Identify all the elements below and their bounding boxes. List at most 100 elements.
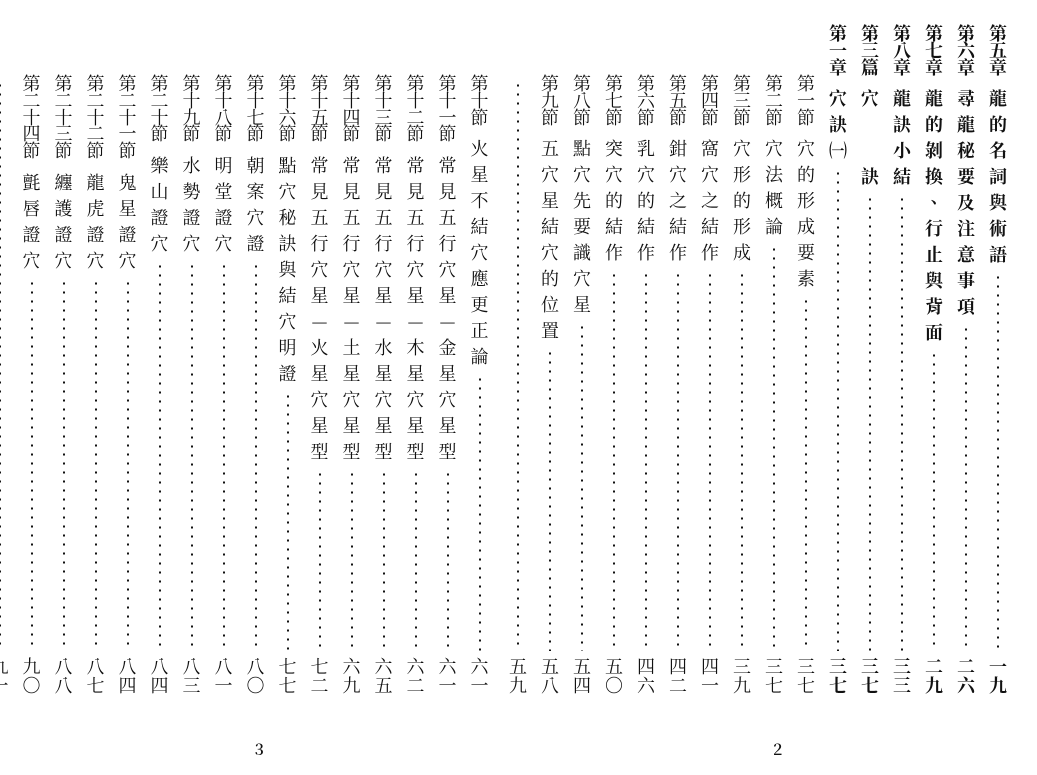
entry-title: 火星不結穴應更正論 <box>471 135 489 369</box>
toc-entry: 第十七節朝案穴證八〇 <box>247 75 265 695</box>
entry-label: 第二十二節 <box>87 75 105 159</box>
toc-entry: 第五節鉗穴之結作四二 <box>669 75 687 695</box>
entry-label: 第七節 <box>605 75 623 125</box>
leader-dots <box>254 262 258 651</box>
leader-dots <box>350 470 354 651</box>
leader-dots <box>516 81 520 651</box>
entry-page-number: 七二 <box>311 657 329 695</box>
entry-title: 穴 訣 <box>861 85 879 189</box>
toc-entry: 第八節點穴先要識穴星五四 <box>573 75 591 695</box>
leader-dots <box>548 349 552 651</box>
entry-page-number: 八一 <box>215 657 233 695</box>
entry-page-number: 八八 <box>55 657 73 695</box>
entry-page-number: 二九 <box>925 657 943 695</box>
entry-label: 第十八節 <box>215 75 233 142</box>
leader-dots <box>382 470 386 651</box>
entry-label: 第十一節 <box>439 75 457 142</box>
leader-dots <box>644 271 648 651</box>
entry-title: 水勢證穴 <box>183 152 201 256</box>
entry-page-number: 二六 <box>957 657 975 695</box>
entry-title: 鬼星證穴 <box>119 169 137 273</box>
entry-label: 第七章 <box>925 25 943 75</box>
entry-page-number: 八三 <box>183 657 201 695</box>
toc-entry: 第九節五穴星結穴的位置五八 <box>541 75 559 695</box>
toc-entry: 第二十節樂山證穴八四 <box>151 75 169 695</box>
toc-entry: 第二十四節氈唇證穴九〇 <box>23 75 41 695</box>
entry-page-number: 五八 <box>541 657 559 695</box>
entry-label: 第十節 <box>471 75 489 125</box>
entry-label: 第三篇 <box>861 25 879 75</box>
entry-title: 纏護證穴 <box>55 169 73 273</box>
toc-entry: 第三節穴形的形成三九 <box>733 75 751 695</box>
entry-page-number: 一九 <box>989 657 1007 695</box>
leader-dots <box>478 375 482 651</box>
toc-entry: 第七節突穴的結作五〇 <box>605 75 623 695</box>
toc-entry: 第五章龍的名詞與術語一九 <box>989 25 1007 695</box>
entry-label: 第四節 <box>701 75 719 125</box>
toc-entry: 第六章尋龍秘要及注意事項二六 <box>957 25 975 695</box>
entry-page-number: 六九 <box>343 657 361 695</box>
page-spread: 第十節火星不結穴應更正論六一第十一節常見五行穴星—金星穴星型六一第十二節常見五行… <box>0 0 1037 775</box>
entry-title: 點穴秘訣與結穴明證 <box>279 152 297 386</box>
leader-dots <box>126 279 130 651</box>
toc-columns-right: 第五章龍的名詞與術語一九第六章尋龍秘要及注意事項二六第七章龍的剝換、行止與背面二… <box>549 25 1008 695</box>
entry-label: 第十四節 <box>343 75 361 142</box>
leader-dots <box>708 271 712 651</box>
entry-label: 第二十一節 <box>119 75 137 159</box>
entry-page-number: 八四 <box>119 657 137 695</box>
entry-page-number: 六一 <box>439 657 457 695</box>
entry-label: 第九節 <box>541 75 559 125</box>
leader-dots <box>996 273 1000 651</box>
leader-dots <box>62 279 66 651</box>
leader-dots <box>222 262 226 651</box>
entry-title: 朝案穴證 <box>247 152 265 256</box>
entry-title: 龍虎證穴 <box>87 169 105 273</box>
entry-page-number: 三七 <box>765 657 783 695</box>
entry-page-number: 五四 <box>573 657 591 695</box>
leader-dots <box>964 325 968 651</box>
entry-page-number: 八〇 <box>247 657 265 695</box>
page-number-right: 2 <box>773 737 782 760</box>
toc-entry: 第八章龍訣小結三三 <box>893 25 911 695</box>
toc-entry: 第二十二節龍虎證穴八七 <box>87 75 105 695</box>
entry-label: 第八節 <box>573 75 591 125</box>
toc-entry: 第二十三節纏護證穴八八 <box>55 75 73 695</box>
entry-label: 第五節 <box>669 75 687 125</box>
entry-page-number: 三三 <box>893 657 911 695</box>
leader-dots <box>772 245 776 651</box>
leader-dots <box>94 279 98 651</box>
entry-title: 常見五行穴星—木星穴星型 <box>407 152 425 464</box>
toc-entry: 第十九節水勢證穴八三 <box>183 75 201 695</box>
leader-dots <box>158 262 162 651</box>
entry-page-number: 三七 <box>829 657 847 695</box>
entry-label: 第一章 <box>829 25 847 75</box>
entry-label: 第十九節 <box>183 75 201 142</box>
entry-label: 第十六節 <box>279 75 297 142</box>
leader-dots <box>836 169 840 651</box>
leader-dots <box>868 195 872 651</box>
entry-label: 第一節 <box>797 75 815 125</box>
entry-page-number: 四一 <box>701 657 719 695</box>
leader-dots <box>318 470 322 651</box>
toc-entry: 第七章龍的剝換、行止與背面二九 <box>925 25 943 695</box>
entry-page-number: 九〇 <box>23 657 41 695</box>
entry-page-number: 八四 <box>151 657 169 695</box>
entry-title: 穴法概論 <box>765 135 783 239</box>
entry-label: 第二十節 <box>151 75 169 142</box>
toc-entry: 第三篇穴 訣三七 <box>861 25 879 695</box>
entry-title: 常見五行穴星—火星穴星型 <box>311 152 329 464</box>
entry-title: 龍訣小結 <box>893 85 911 189</box>
entry-page-number: 五九 <box>509 657 527 695</box>
toc-entry: 第十八節明堂證穴八一 <box>215 75 233 695</box>
entry-label: 第六章 <box>957 25 975 75</box>
entry-label: 第十二節 <box>407 75 425 142</box>
entry-title: 龍的剝換、行止與背面 <box>925 85 943 345</box>
entry-title: 點穴先要識穴星 <box>573 135 591 317</box>
entry-label: 第十三節 <box>375 75 393 142</box>
leader-dots <box>580 323 584 651</box>
entry-label: 第二節 <box>765 75 783 125</box>
toc-entry: 第十節火星不結穴應更正論六一 <box>471 75 489 695</box>
entry-title: 穴訣㈠ <box>829 85 847 163</box>
toc-entry: 第十一節常見五行穴星—金星穴星型六一 <box>439 75 457 695</box>
entry-title: 乳穴的結作 <box>637 135 655 265</box>
